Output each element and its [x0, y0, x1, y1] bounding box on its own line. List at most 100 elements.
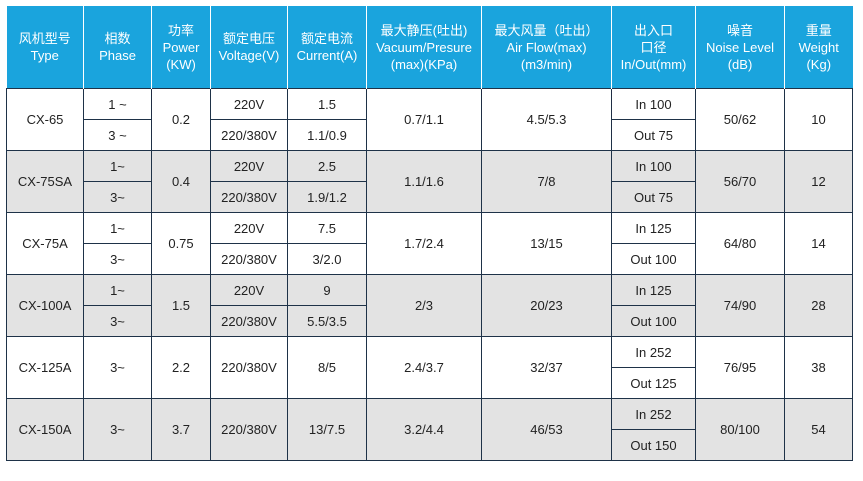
table-row: CX-65 1 ~ 0.2 220V 1.5 0.7/1.1 4.5/5.3 I…	[6, 88, 853, 151]
current-cell: 1.9/1.2	[287, 181, 367, 213]
header-weight: 重量 Weight (Kg)	[784, 6, 853, 89]
voltage-cell: 220/380V	[210, 336, 288, 399]
voltage-cell: 220/380V	[210, 305, 288, 337]
noise-cell: 64/80	[695, 212, 785, 275]
flow-cell: 4.5/5.3	[481, 88, 612, 151]
phase-cell: 3~	[83, 305, 152, 337]
power-cell: 2.2	[151, 336, 211, 399]
phase-cell: 1~	[83, 212, 152, 244]
port-cell: In 100	[611, 88, 696, 120]
type-cell: CX-100A	[6, 274, 84, 337]
pressure-cell: 3.2/4.4	[366, 398, 482, 461]
spec-table: 风机型号 Type 相数 Phase 功率 Power (KW) 额定电压 Voltage…	[6, 6, 853, 461]
table-row: CX-150A 3~ 3.7 220/380V 13/7.5 3.2/4.4 4…	[6, 398, 853, 461]
pressure-cell: 1.7/2.4	[366, 212, 482, 275]
current-cell: 7.5	[287, 212, 367, 244]
header-ports: 出入口 口径 In/Out(mm)	[611, 6, 696, 89]
phase-cell: 1 ~	[83, 88, 152, 120]
table-row: 3~ 220/380V 1.9/1.2 Out 75	[7, 181, 853, 213]
table-row: 3~ 220/380V 3/2.0 Out 100	[7, 243, 853, 275]
port-cell: In 252	[611, 336, 696, 368]
type-cell: CX-75SA	[6, 150, 84, 213]
noise-cell: 74/90	[695, 274, 785, 337]
power-cell: 0.2	[151, 88, 211, 151]
header-noise: 噪音 Noise Level (dB)	[695, 6, 785, 89]
current-cell: 2.5	[287, 150, 367, 182]
voltage-cell: 220V	[210, 150, 288, 182]
port-cell: Out 125	[611, 367, 696, 399]
flow-cell: 32/37	[481, 336, 612, 399]
power-cell: 1.5	[151, 274, 211, 337]
header-phase: 相数 Phase	[83, 6, 152, 89]
weight-cell: 10	[784, 88, 853, 151]
type-cell: CX-125A	[6, 336, 84, 399]
table-row: CX-125A 3~ 2.2 220/380V 8/5 2.4/3.7 32/3…	[6, 336, 853, 399]
port-cell: Out 100	[611, 305, 696, 337]
phase-cell: 3 ~	[83, 119, 152, 151]
type-cell: CX-75A	[6, 212, 84, 275]
flow-cell: 13/15	[481, 212, 612, 275]
noise-cell: 76/95	[695, 336, 785, 399]
table-row: 3 ~ 220/380V 1.1/0.9 Out 75	[7, 119, 853, 151]
voltage-cell: 220/380V	[210, 119, 288, 151]
port-cell: In 125	[611, 212, 696, 244]
weight-cell: 12	[784, 150, 853, 213]
voltage-cell: 220V	[210, 274, 288, 306]
pressure-cell: 0.7/1.1	[366, 88, 482, 151]
noise-cell: 56/70	[695, 150, 785, 213]
voltage-cell: 220/380V	[210, 243, 288, 275]
current-cell: 9	[287, 274, 367, 306]
current-cell: 3/2.0	[287, 243, 367, 275]
power-cell: 0.4	[151, 150, 211, 213]
power-cell: 3.7	[151, 398, 211, 461]
phase-cell: 3~	[83, 398, 152, 461]
table-row: CX-75SA 1~ 0.4 220V 2.5 1.1/1.6 7/8 In 1…	[6, 150, 853, 213]
pressure-cell: 2/3	[366, 274, 482, 337]
current-cell: 13/7.5	[287, 398, 367, 461]
type-cell: CX-65	[6, 88, 84, 151]
current-cell: 1.1/0.9	[287, 119, 367, 151]
voltage-cell: 220V	[210, 212, 288, 244]
port-cell: In 252	[611, 398, 696, 430]
header-power: 功率 Power (KW)	[151, 6, 211, 89]
flow-cell: 20/23	[481, 274, 612, 337]
port-cell: In 125	[611, 274, 696, 306]
noise-cell: 80/100	[695, 398, 785, 461]
weight-cell: 14	[784, 212, 853, 275]
voltage-cell: 220V	[210, 88, 288, 120]
current-cell: 5.5/3.5	[287, 305, 367, 337]
port-cell: In 100	[611, 150, 696, 182]
header-pressure: 最大静压(吐出) Vacuum/Presure (max)(KPa)	[366, 6, 482, 89]
port-cell: Out 75	[611, 119, 696, 151]
phase-cell: 3~	[83, 243, 152, 275]
phase-cell: 3~	[83, 181, 152, 213]
current-cell: 1.5	[287, 88, 367, 120]
current-cell: 8/5	[287, 336, 367, 399]
table-row: 3~ 220/380V 5.5/3.5 Out 100	[7, 305, 853, 337]
header-voltage: 额定电压 Voltage(V)	[210, 6, 288, 89]
header-type: 风机型号 Type	[6, 6, 84, 89]
phase-cell: 3~	[83, 336, 152, 399]
weight-cell: 54	[784, 398, 853, 461]
port-cell: Out 150	[611, 429, 696, 461]
port-cell: Out 75	[611, 181, 696, 213]
table-row: CX-75A 1~ 0.75 220V 7.5 1.7/2.4 13/15 In…	[6, 212, 853, 275]
noise-cell: 50/62	[695, 88, 785, 151]
flow-cell: 7/8	[481, 150, 612, 213]
voltage-cell: 220/380V	[210, 398, 288, 461]
table-row: CX-100A 1~ 1.5 220V 9 2/3 20/23 In 125 7…	[6, 274, 853, 337]
weight-cell: 38	[784, 336, 853, 399]
phase-cell: 1~	[83, 274, 152, 306]
power-cell: 0.75	[151, 212, 211, 275]
table-row: Out 125	[7, 367, 853, 399]
weight-cell: 28	[784, 274, 853, 337]
header-flow: 最大风量（吐出） Air Flow(max) (m3/min)	[481, 6, 612, 89]
port-cell: Out 100	[611, 243, 696, 275]
flow-cell: 46/53	[481, 398, 612, 461]
header-current: 额定电流 Current(A)	[287, 6, 367, 89]
pressure-cell: 1.1/1.6	[366, 150, 482, 213]
table-row: Out 150	[7, 429, 853, 461]
header-row: 风机型号 Type 相数 Phase 功率 Power (KW) 额定电压 Voltage…	[6, 6, 853, 89]
pressure-cell: 2.4/3.7	[366, 336, 482, 399]
phase-cell: 1~	[83, 150, 152, 182]
